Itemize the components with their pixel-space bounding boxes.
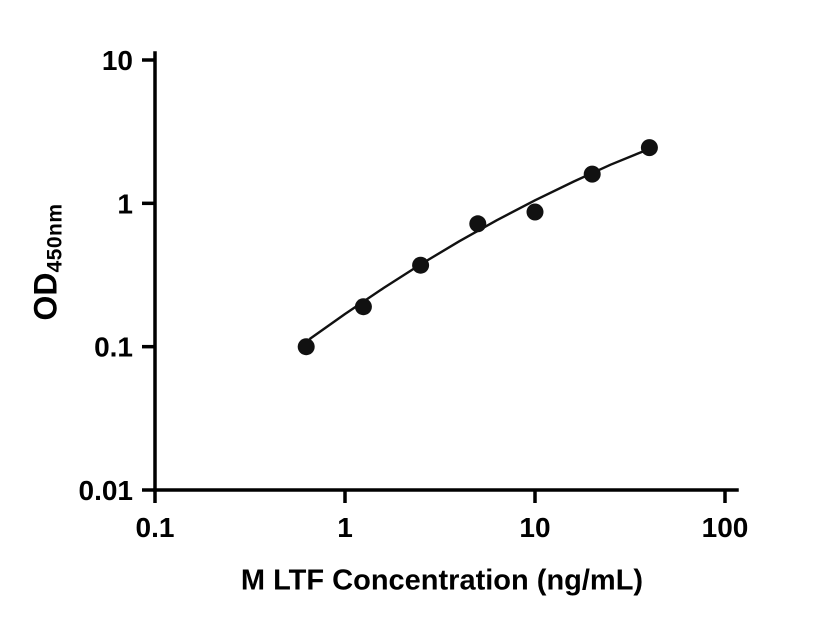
y-axis-title-subscript: 450nm — [43, 203, 67, 273]
x-tick-label: 100 — [702, 512, 749, 543]
y-tick-label: 0.1 — [94, 332, 133, 363]
y-axis-title: OD450nm — [27, 203, 67, 321]
data-point — [526, 203, 544, 221]
x-tick-label: 1 — [337, 512, 353, 543]
data-point — [354, 298, 372, 316]
x-tick-label: 10 — [519, 512, 550, 543]
data-point — [469, 215, 487, 233]
y-axis-title-main: OD — [27, 272, 64, 321]
y-tick-label: 10 — [102, 45, 133, 76]
x-axis-title: M LTF Concentration (ng/mL) — [240, 564, 644, 597]
data-point — [412, 256, 430, 274]
y-tick-label: 0.01 — [79, 475, 134, 506]
data-point — [640, 139, 658, 157]
data-point — [583, 165, 601, 183]
x-tick-label: 0.1 — [136, 512, 175, 543]
y-tick-label: 1 — [117, 188, 133, 219]
data-point — [297, 338, 315, 356]
